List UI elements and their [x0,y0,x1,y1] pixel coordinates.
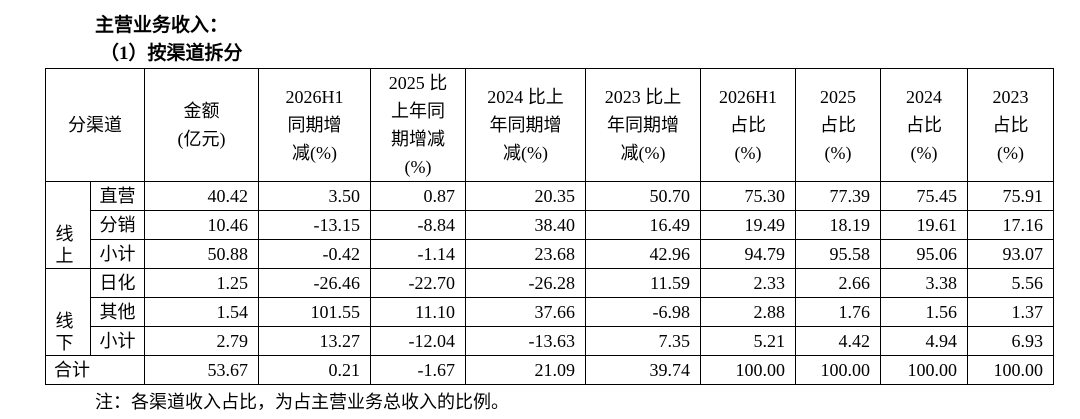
total-label: 合计 [45,355,145,385]
cell: 37.66 [465,297,586,327]
cell: -13.63 [465,326,586,356]
column-header: 2026H1 占比 (%) [700,68,796,182]
cell: 75.30 [700,181,796,211]
cell: -26.28 [465,268,586,298]
cell: -26.46 [258,268,371,298]
cell: 100.00 [967,355,1054,385]
column-header: 2026H1 同期增 减(%) [258,68,371,182]
cell: 6.93 [967,326,1054,356]
row-label: 直营 [90,181,145,211]
note: 注：各渠道收入占比，为占主营业务总收入的比例。 [95,392,509,412]
title: 主营业务收入： [95,15,229,36]
cell: 1.37 [967,297,1054,327]
row-label: 其他 [90,297,145,327]
subtitle: （1）按渠道拆分 [100,43,243,64]
cell: 50.70 [585,181,701,211]
column-header: 分渠道 [45,68,145,182]
cell: 11.10 [370,297,466,327]
cell: 94.79 [700,239,796,269]
cell: 13.27 [258,326,371,356]
group-label: 线下 [45,268,91,356]
revenue-table: 分渠道 金额 (亿元) 2026H1 同期增 减(%) 2025 比 上年同 期增减 … [45,68,1054,385]
cell: 77.39 [795,181,881,211]
cell: 2.79 [144,326,259,356]
cell: 3.38 [880,268,968,298]
cell: 1.56 [880,297,968,327]
cell: 93.07 [967,239,1054,269]
cell: 7.35 [585,326,701,356]
column-header: 2024 比上 年同期增 减(%) [465,68,586,182]
cell: 38.40 [465,210,586,240]
cell: 75.91 [967,181,1054,211]
column-header: 金额 (亿元) [144,68,259,182]
cell: 100.00 [880,355,968,385]
cell: 50.88 [144,239,259,269]
cell: 17.16 [967,210,1054,240]
cell: 5.21 [700,326,796,356]
data-row: 线下 日化 1.25 -26.46 -22.70 -26.28 11.59 2.33 2.66 3… [45,268,1054,356]
cell: 1.25 [144,268,259,298]
group-label: 线上 [45,181,91,269]
cell: 100.00 [795,355,881,385]
cell: 20.35 [465,181,586,211]
cell: -22.70 [370,268,466,298]
header-row: 分渠道 金额 (亿元) 2026H1 同期增 减(%) 2025 比 上年同 期增减 … [45,68,1054,182]
cell: 42.96 [585,239,701,269]
cell: 3.50 [258,181,371,211]
column-header: 2025 比 上年同 期增减 (%) [370,68,466,182]
cell: 75.45 [880,181,968,211]
cell: 0.21 [258,355,371,385]
row-label: 小计 [90,239,145,269]
data-row: 小计 50.88 -0.42 -1.14 23.68 42.96 94.79 95.58 95.… [46,239,1054,269]
cell: 4.94 [880,326,968,356]
data-row: 小计 2.79 13.27 -12.04 -13.63 7.35 5.21 4.42 4.94 6… [46,326,1054,356]
cell: -13.15 [258,210,371,240]
cell: 19.61 [880,210,968,240]
cell: -12.04 [370,326,466,356]
cell: 40.42 [144,181,259,211]
cell: -8.84 [370,210,466,240]
cell: 53.67 [144,355,259,385]
cell: -6.98 [585,297,701,327]
cell: 100.00 [700,355,796,385]
cell: 1.76 [795,297,881,327]
row-label: 分销 [90,210,145,240]
table-body: 分渠道 金额 (亿元) 2026H1 同期增 减(%) 2025 比 上年同 期增减 … [45,68,1054,385]
cell: -1.67 [370,355,466,385]
data-row: 分销 10.46 -13.15 -8.84 38.40 16.49 19.49 18.19 19… [46,210,1054,240]
cell: -0.42 [258,239,371,269]
column-header: 2025 占比 (%) [795,68,881,182]
cell: 95.06 [880,239,968,269]
cell: 18.19 [795,210,881,240]
cell: 95.58 [795,239,881,269]
cell: 39.74 [585,355,701,385]
cell: 10.46 [144,210,259,240]
cell: 5.56 [967,268,1054,298]
cell: 11.59 [585,268,701,298]
data-row: 线上 直营 40.42 3.50 0.87 20.35 50.70 75.30 77.39 75.… [45,181,1054,269]
data-row: 其他 1.54 101.55 11.10 37.66 -6.98 2.88 1.76 1.56 1… [46,297,1054,327]
column-header: 2023 比上 年同期增 减(%) [585,68,701,182]
total-row: 合计 53.67 0.21 -1.67 21.09 39.74 100.00 100.00 10… [45,355,1054,385]
column-header: 2023 占比 (%) [967,68,1054,182]
cell: 4.42 [795,326,881,356]
cell: 2.66 [795,268,881,298]
row-label: 日化 [90,268,145,298]
cell: 1.54 [144,297,259,327]
cell: 2.33 [700,268,796,298]
cell: 23.68 [465,239,586,269]
cell: 21.09 [465,355,586,385]
cell: 19.49 [700,210,796,240]
cell: 16.49 [585,210,701,240]
cell: 0.87 [370,181,466,211]
cell: -1.14 [370,239,466,269]
cell: 2.88 [700,297,796,327]
column-header: 2024 占比 (%) [880,68,968,182]
cell: 101.55 [258,297,371,327]
row-label: 小计 [90,326,145,356]
